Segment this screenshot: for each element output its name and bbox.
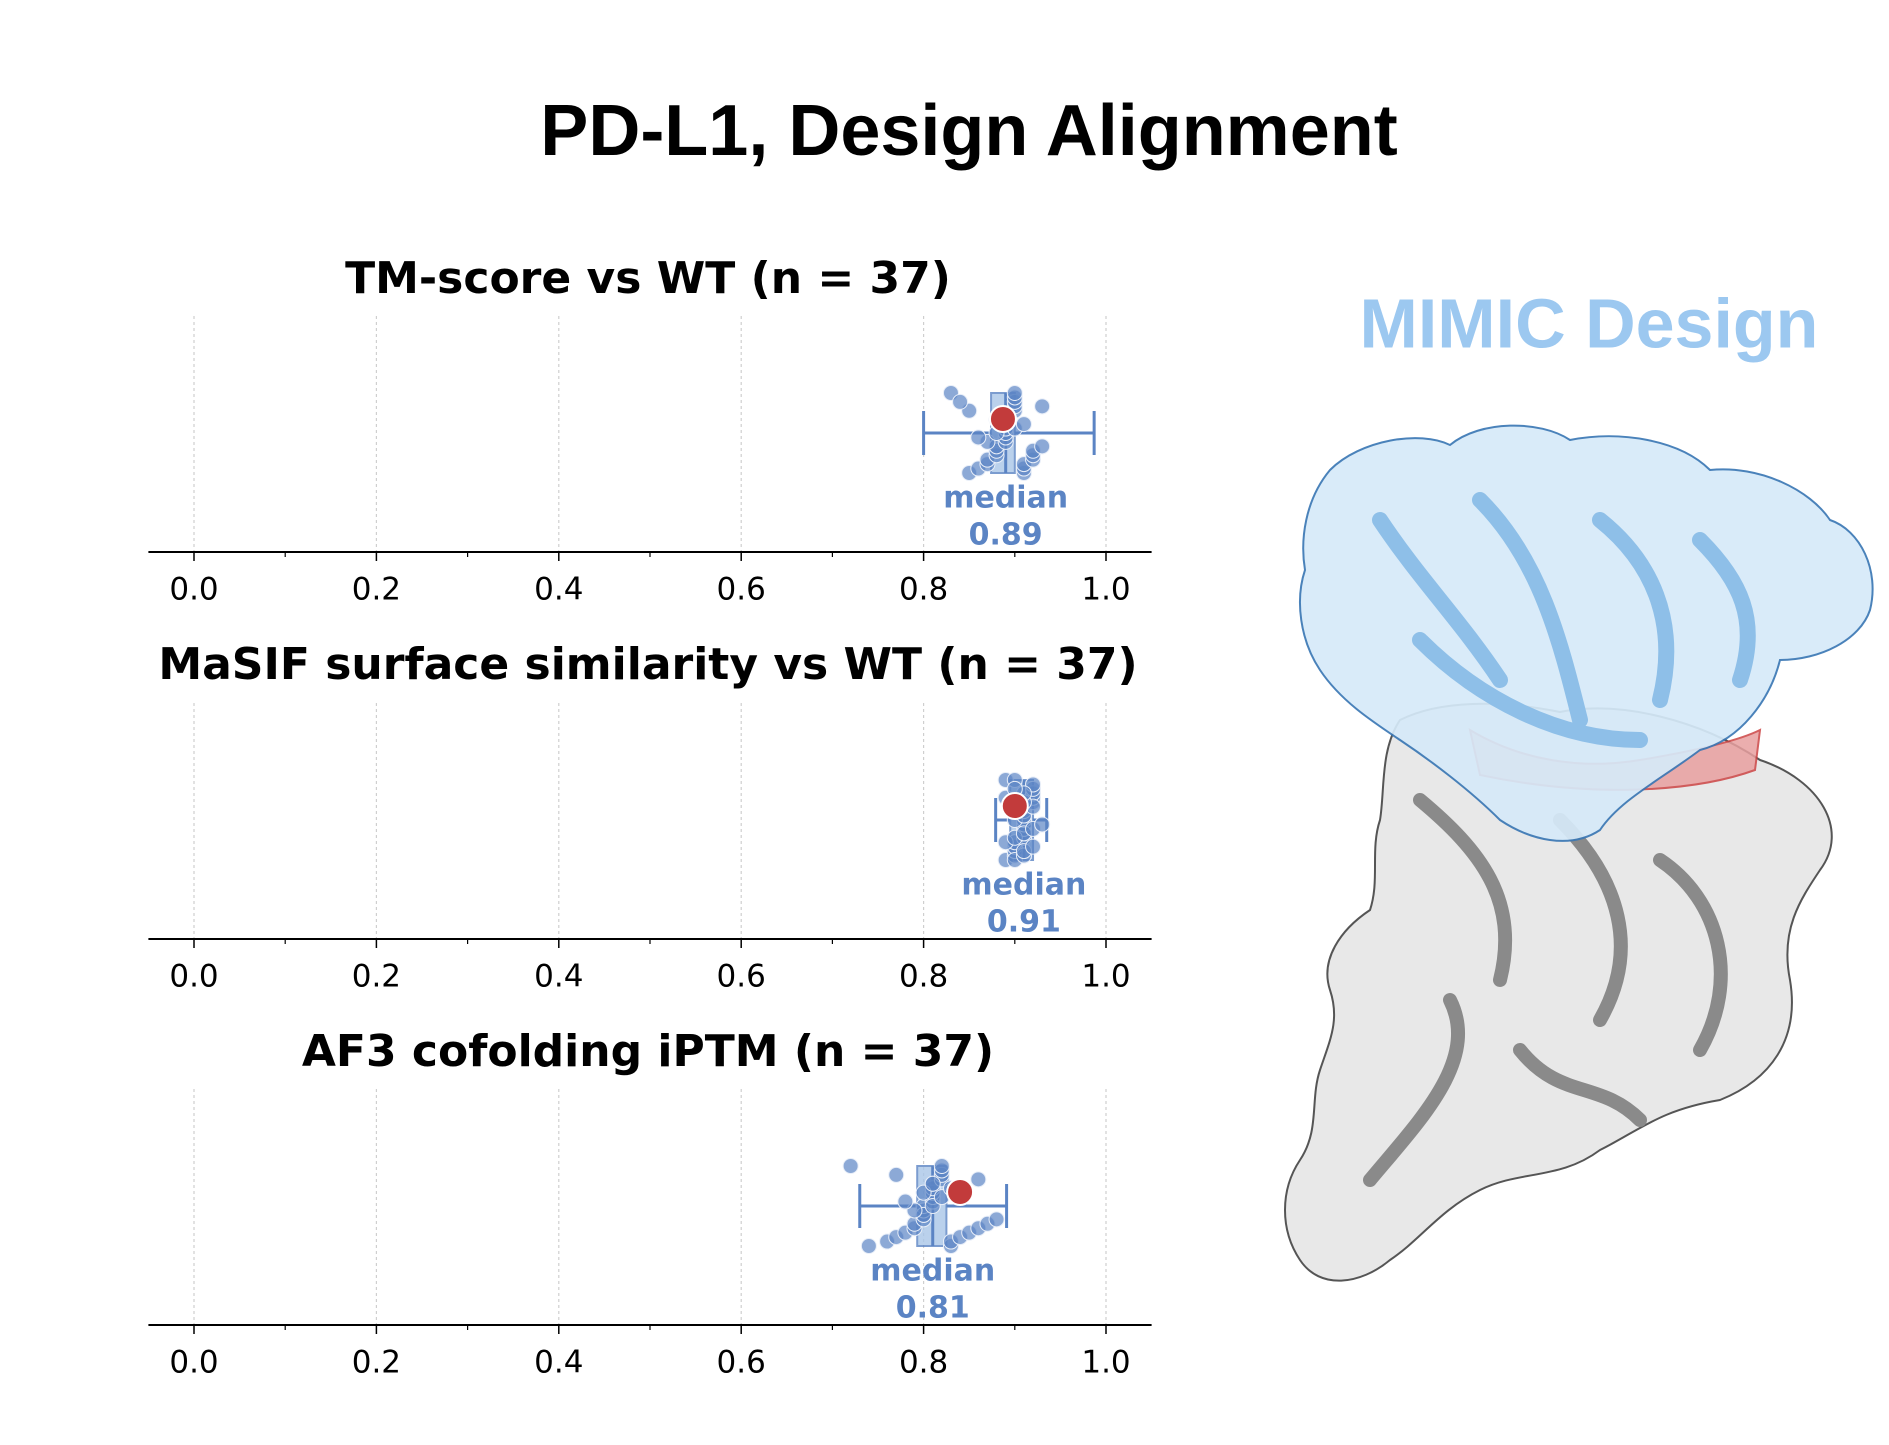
x-tick-label: 0.0 [169, 959, 218, 995]
point [897, 1193, 914, 1210]
point [1025, 838, 1042, 855]
mean-dot [1000, 792, 1029, 820]
median-value: 0.91 [987, 905, 1061, 940]
point [952, 393, 969, 410]
point [988, 1211, 1005, 1228]
mean-dot [988, 405, 1017, 433]
blue-ribbon [1372, 492, 1756, 748]
blue-surface [1299, 424, 1874, 842]
point [933, 1158, 950, 1174]
point [1034, 438, 1051, 455]
x-tick-label: 0.8 [899, 959, 948, 995]
x-tick-label: 0.4 [534, 1345, 583, 1381]
mean-dot [946, 1178, 975, 1206]
grey-ribbon [1363, 793, 1728, 1187]
point [888, 1166, 905, 1183]
point [842, 1158, 859, 1174]
x-tick-label: 0.8 [899, 1345, 948, 1381]
x-tick-label: 0.0 [169, 572, 218, 608]
subplot-title: MaSIF surface similarity vs WT (n = 37) [158, 639, 1137, 690]
median-label: median [961, 868, 1086, 903]
point [1015, 416, 1032, 433]
figure-title: PD-L1, Design Alignment [540, 91, 1397, 171]
point [924, 1175, 941, 1192]
x-tick-label: 1.0 [1081, 959, 1130, 995]
point [1034, 398, 1051, 415]
subplot-title: AF3 cofolding iPTM (n = 37) [302, 1026, 994, 1077]
subplot-title: TM-score vs WT (n = 37) [345, 253, 951, 304]
median-label: median [870, 1254, 995, 1289]
grey-surface [1284, 702, 1833, 1282]
x-tick-label: 0.6 [717, 1345, 766, 1381]
point [860, 1238, 877, 1254]
x-tick-label: 1.0 [1081, 572, 1130, 608]
median-label: median [943, 481, 1068, 516]
median-value: 0.89 [969, 518, 1043, 553]
x-tick-label: 0.4 [534, 959, 583, 995]
x-tick-label: 0.0 [169, 1345, 218, 1381]
protein-illustration [1284, 424, 1874, 1282]
point [1006, 385, 1023, 401]
x-tick-label: 0.6 [717, 959, 766, 995]
x-tick-label: 0.2 [352, 1345, 401, 1381]
point [970, 429, 987, 446]
x-tick-label: 0.8 [899, 572, 948, 608]
image-label: MIMIC Design [1360, 284, 1819, 362]
x-tick-label: 0.4 [534, 572, 583, 608]
x-tick-label: 0.6 [717, 572, 766, 608]
point [1034, 816, 1051, 833]
median-value: 0.81 [896, 1291, 970, 1326]
point [970, 1171, 987, 1188]
x-tick-label: 0.2 [352, 959, 401, 995]
x-tick-label: 0.2 [352, 572, 401, 608]
x-tick-label: 1.0 [1081, 1345, 1130, 1381]
